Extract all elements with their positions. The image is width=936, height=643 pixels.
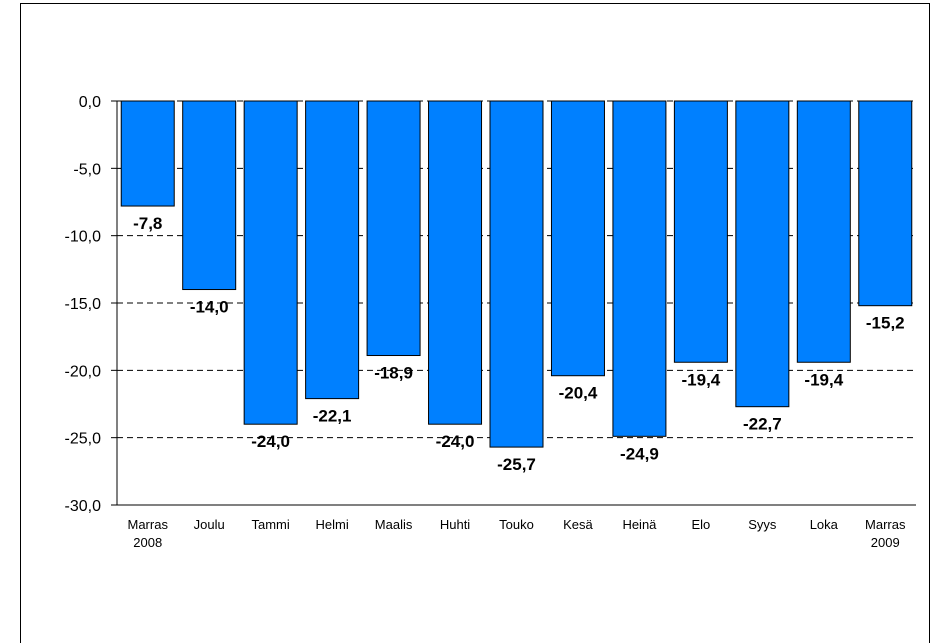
y-tick-label: -30,0	[65, 498, 102, 515]
bar	[796, 100, 851, 363]
bar	[673, 100, 728, 363]
x-tick-label: Helmi	[315, 517, 348, 532]
data-label: -20,4	[559, 384, 598, 403]
y-tick-label: -10,0	[65, 229, 102, 246]
y-tick-label: -5,0	[73, 161, 101, 178]
x-tick-label: Marras	[128, 517, 169, 532]
bars	[120, 100, 913, 448]
bar	[735, 100, 790, 408]
y-tick-label: 0,0	[79, 94, 101, 111]
bar	[858, 100, 913, 307]
y-tick-label: -25,0	[65, 431, 102, 448]
x-tick-labels: Marras 2008 Joulu Tammi Helmi Maalis Huhti Touk…	[128, 517, 906, 550]
bar	[305, 100, 360, 400]
data-label: -19,4	[804, 370, 843, 389]
x-tick-label: Joulu	[194, 517, 225, 532]
data-label: -18,9	[374, 364, 413, 383]
data-label: -15,2	[866, 314, 905, 333]
data-labels: -7,8 -14,0 -24,0 -22,1 -18,9 -24,0 -25,7 -20,4 -…	[133, 214, 905, 474]
data-label: -7,8	[133, 214, 162, 233]
data-label: -19,4	[682, 370, 721, 389]
data-label: -24,0	[251, 432, 290, 451]
bar	[182, 100, 237, 291]
bar	[612, 100, 667, 437]
x-tick-label: Tammi	[252, 517, 290, 532]
x-tick-label: Syys	[748, 517, 777, 532]
data-label: -24,0	[436, 432, 475, 451]
y-tick-label: -15,0	[65, 296, 102, 313]
bar	[428, 100, 483, 425]
data-label: -14,0	[190, 298, 229, 317]
axes	[111, 100, 916, 506]
x-tick-label: Marras	[865, 517, 906, 532]
x-tick-label: Heinä	[622, 517, 657, 532]
data-label: -24,9	[620, 444, 659, 463]
bar	[120, 100, 175, 207]
x-tick-label: Maalis	[375, 517, 413, 532]
data-label: -22,1	[313, 407, 352, 426]
x-tick-label: Loka	[810, 517, 839, 532]
x-tick-label: Kesä	[563, 517, 593, 532]
x-tick-label: Touko	[499, 517, 534, 532]
bar	[243, 100, 298, 425]
y-tick-label: -20,0	[65, 363, 102, 380]
bar	[550, 100, 605, 377]
bar	[489, 100, 544, 448]
data-label: -22,7	[743, 415, 782, 434]
x-tick-label: Elo	[691, 517, 710, 532]
x-tick-label: Huhti	[440, 517, 470, 532]
data-label: -25,7	[497, 455, 536, 474]
x-tick-label: 2008	[133, 535, 162, 550]
y-tick-labels: 0,0 -5,0 -10,0 -15,0 -20,0 -25,0 -30,0	[65, 94, 102, 515]
x-tick-label: 2009	[871, 535, 900, 550]
bar	[366, 100, 421, 357]
